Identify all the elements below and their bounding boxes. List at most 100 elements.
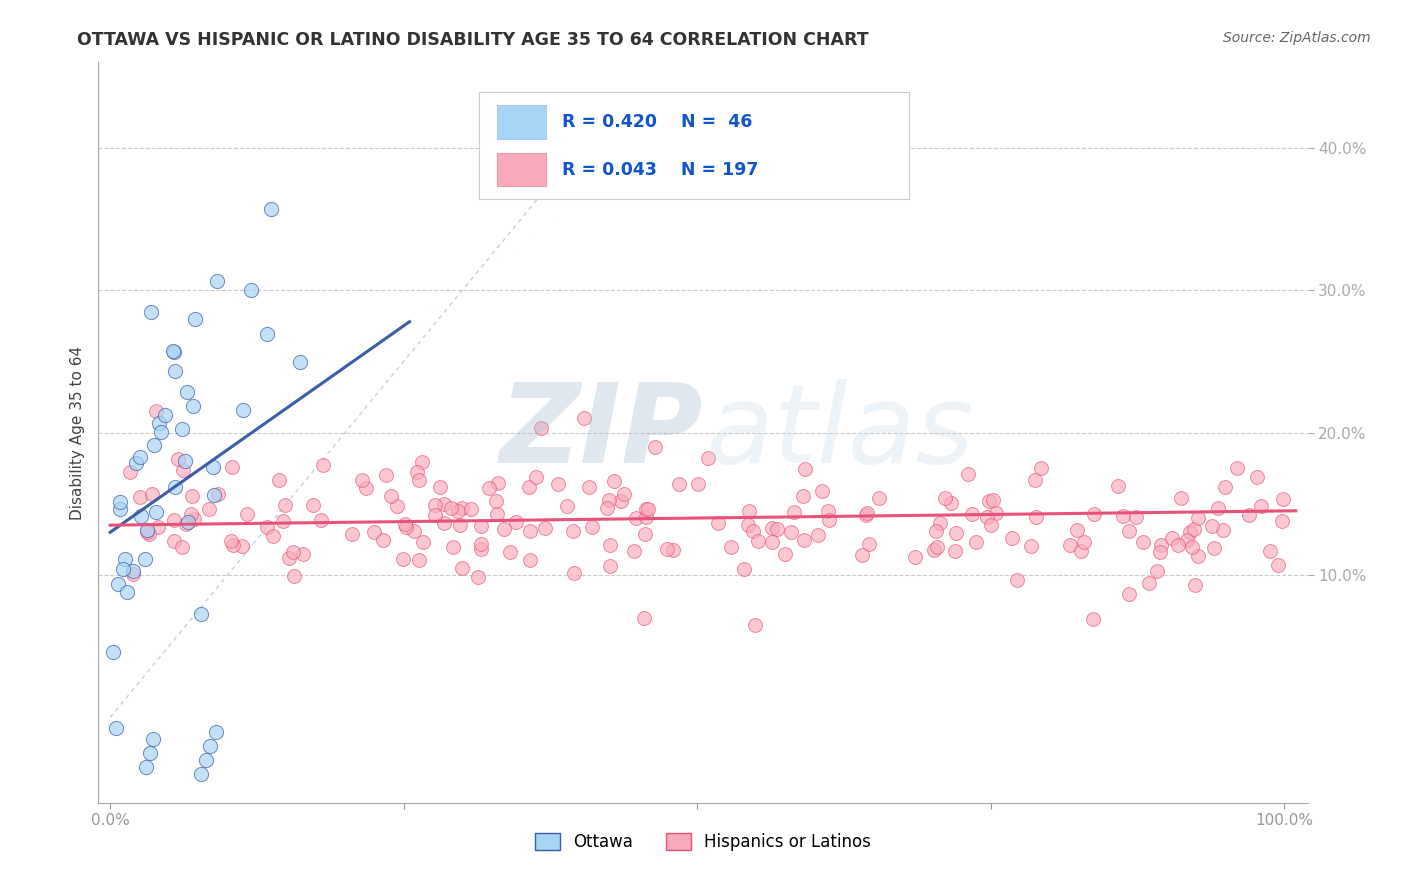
Point bbox=[260, 202, 283, 216]
Point bbox=[603, 474, 626, 488]
Point bbox=[136, 524, 159, 539]
Point bbox=[231, 539, 253, 553]
Point bbox=[1202, 541, 1225, 556]
Point bbox=[163, 345, 186, 359]
Point bbox=[742, 524, 765, 539]
Point bbox=[811, 484, 834, 499]
Point bbox=[129, 491, 152, 505]
Point bbox=[433, 516, 456, 530]
Point bbox=[198, 501, 221, 516]
Point bbox=[517, 480, 540, 494]
Point bbox=[980, 517, 1002, 532]
Point bbox=[904, 549, 927, 564]
Point bbox=[202, 488, 225, 502]
Point bbox=[385, 499, 408, 513]
Point bbox=[174, 453, 197, 467]
Point bbox=[143, 438, 166, 452]
Point bbox=[1258, 543, 1281, 558]
Point bbox=[104, 721, 127, 735]
Point bbox=[1213, 480, 1236, 494]
Point bbox=[277, 551, 299, 566]
Point bbox=[451, 500, 474, 515]
Point bbox=[134, 552, 156, 566]
Point bbox=[129, 450, 152, 464]
Point bbox=[451, 560, 474, 574]
Point bbox=[945, 544, 967, 558]
Point bbox=[1112, 508, 1135, 523]
Point bbox=[1201, 519, 1223, 533]
Point bbox=[766, 522, 789, 536]
Point bbox=[868, 491, 890, 505]
Point bbox=[302, 498, 325, 512]
Point bbox=[929, 516, 952, 531]
Point bbox=[153, 408, 176, 422]
Point bbox=[374, 467, 396, 482]
FancyBboxPatch shape bbox=[498, 153, 546, 186]
Point bbox=[1182, 522, 1205, 536]
Point bbox=[222, 538, 245, 552]
Point bbox=[240, 283, 263, 297]
Point bbox=[232, 402, 254, 417]
Point bbox=[108, 494, 131, 508]
Point bbox=[965, 535, 987, 549]
Point bbox=[761, 521, 783, 535]
Point bbox=[925, 524, 948, 538]
Point bbox=[706, 516, 728, 530]
Point bbox=[855, 507, 877, 521]
Point bbox=[136, 523, 159, 537]
Point bbox=[107, 577, 129, 591]
Point bbox=[467, 570, 489, 584]
Point bbox=[162, 343, 184, 358]
Point bbox=[108, 502, 131, 516]
Point bbox=[200, 739, 222, 753]
Point bbox=[380, 489, 402, 503]
Point bbox=[139, 746, 162, 760]
Point bbox=[146, 520, 169, 534]
Point bbox=[122, 564, 145, 578]
Point bbox=[267, 473, 290, 487]
Point bbox=[977, 493, 1000, 508]
Point bbox=[288, 355, 311, 369]
Point bbox=[1187, 549, 1209, 563]
Point bbox=[761, 535, 783, 549]
Point bbox=[794, 461, 817, 475]
Point bbox=[1025, 509, 1047, 524]
Point bbox=[138, 527, 160, 541]
Point bbox=[492, 522, 515, 536]
Text: atlas: atlas bbox=[706, 379, 974, 486]
Point bbox=[470, 541, 492, 556]
Point bbox=[1161, 532, 1184, 546]
Point bbox=[148, 416, 170, 430]
Point bbox=[1180, 541, 1202, 555]
Point bbox=[655, 542, 678, 557]
Text: ZIP: ZIP bbox=[499, 379, 703, 486]
Point bbox=[1206, 501, 1229, 516]
Point bbox=[792, 489, 814, 503]
Point bbox=[851, 548, 873, 562]
Point bbox=[924, 542, 946, 557]
Point bbox=[1073, 535, 1095, 549]
Point bbox=[262, 529, 284, 543]
Point bbox=[486, 476, 509, 491]
Point bbox=[114, 552, 136, 566]
Point bbox=[135, 760, 157, 774]
Point bbox=[271, 514, 294, 528]
Point bbox=[547, 477, 569, 491]
Point bbox=[613, 487, 636, 501]
Point bbox=[470, 519, 492, 533]
Point bbox=[354, 482, 377, 496]
Point bbox=[141, 304, 163, 318]
Point bbox=[274, 498, 297, 512]
Point bbox=[165, 364, 187, 378]
Point bbox=[450, 517, 472, 532]
FancyBboxPatch shape bbox=[498, 105, 546, 138]
Point bbox=[555, 499, 578, 513]
Point bbox=[1066, 523, 1088, 537]
Y-axis label: Disability Age 35 to 64: Disability Age 35 to 64 bbox=[69, 345, 84, 520]
Point bbox=[793, 533, 815, 547]
Point bbox=[1019, 539, 1042, 553]
Point bbox=[1271, 514, 1294, 528]
Point bbox=[131, 508, 153, 523]
Point bbox=[1239, 508, 1261, 523]
Point bbox=[425, 498, 447, 512]
